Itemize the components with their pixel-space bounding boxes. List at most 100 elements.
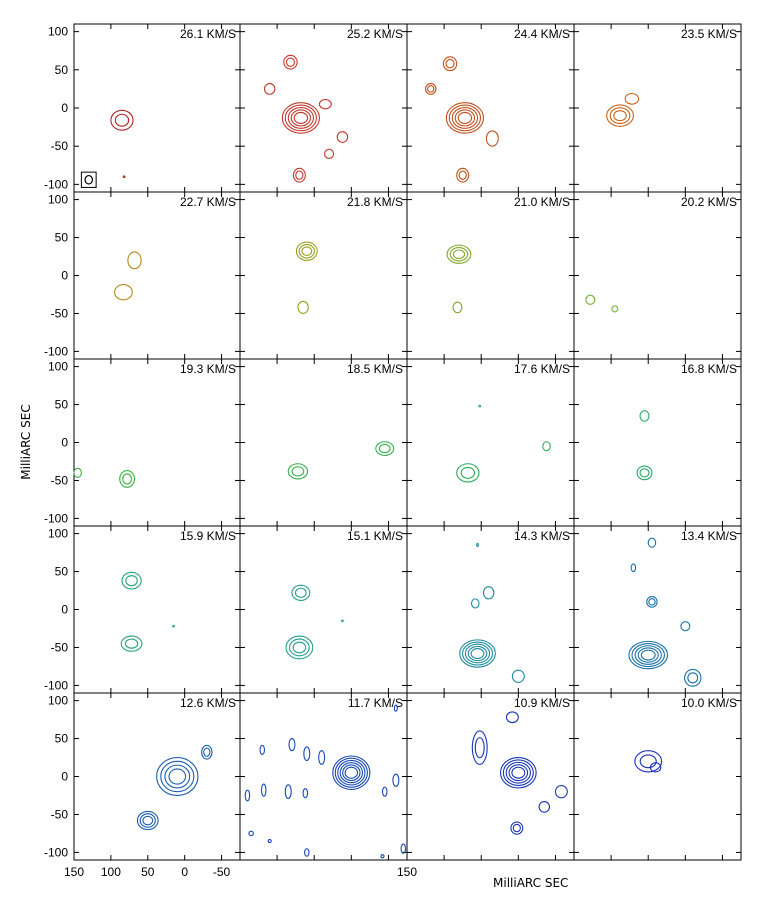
contour bbox=[293, 111, 309, 124]
x-tick-label: 50 bbox=[141, 865, 155, 879]
contour bbox=[284, 104, 317, 132]
contour bbox=[471, 598, 480, 609]
contour bbox=[114, 113, 130, 127]
contour bbox=[341, 619, 344, 623]
contour bbox=[295, 241, 318, 261]
velocity-label: 15.1 KM/S bbox=[347, 529, 403, 543]
y-tick-label: 0 bbox=[61, 603, 68, 617]
panel-frame bbox=[239, 525, 408, 694]
velocity-label: 18.5 KM/S bbox=[347, 362, 403, 376]
x-axis-label: MilliARC SEC bbox=[493, 876, 569, 890]
contour bbox=[344, 766, 359, 779]
contour bbox=[634, 645, 662, 665]
contour bbox=[298, 243, 315, 259]
contour bbox=[381, 786, 388, 797]
panel-frame bbox=[573, 358, 742, 527]
contour bbox=[110, 109, 134, 131]
velocity-label: 19.3 KM/S bbox=[180, 362, 236, 376]
y-tick-label: -100 bbox=[44, 344, 68, 358]
panel-frame bbox=[406, 525, 575, 694]
contour bbox=[639, 468, 650, 478]
contour bbox=[452, 301, 463, 314]
y-tick-label: -100 bbox=[44, 177, 68, 191]
contour bbox=[457, 111, 473, 124]
contour bbox=[302, 788, 309, 799]
y-tick-label: 100 bbox=[48, 25, 68, 39]
contour bbox=[119, 470, 136, 488]
panel-frame bbox=[73, 525, 241, 694]
contour bbox=[648, 598, 656, 606]
contour bbox=[122, 473, 133, 485]
velocity-label: 10.9 KM/S bbox=[514, 696, 570, 710]
contour bbox=[505, 761, 531, 784]
contour bbox=[456, 167, 470, 183]
velocity-label: 14.3 KM/S bbox=[514, 529, 570, 543]
panel-frame bbox=[573, 23, 742, 193]
contour bbox=[160, 760, 195, 793]
contour bbox=[334, 757, 368, 788]
contour bbox=[510, 821, 524, 835]
contour bbox=[248, 830, 254, 837]
contour bbox=[585, 294, 596, 305]
contour bbox=[454, 109, 476, 127]
y-axis-label: MilliARC SEC bbox=[19, 404, 33, 480]
contour bbox=[512, 823, 521, 833]
contour bbox=[687, 672, 699, 684]
velocity-label: 15.9 KM/S bbox=[180, 529, 236, 543]
contour bbox=[164, 764, 191, 789]
y-tick-label: -50 bbox=[51, 473, 69, 487]
contour bbox=[142, 815, 154, 826]
contour bbox=[393, 704, 398, 712]
velocity-label: 17.6 KM/S bbox=[514, 362, 570, 376]
contour bbox=[478, 404, 482, 408]
contour bbox=[647, 537, 657, 548]
x-tick-label: 100 bbox=[101, 865, 121, 879]
y-tick-label: -100 bbox=[44, 678, 68, 692]
contour bbox=[294, 587, 307, 598]
contour bbox=[260, 783, 267, 797]
panel-frame bbox=[406, 23, 575, 193]
contour bbox=[636, 465, 653, 481]
velocity-label: 20.2 KM/S bbox=[681, 195, 737, 209]
contour bbox=[631, 643, 665, 668]
contour bbox=[337, 759, 366, 786]
contour bbox=[324, 148, 335, 159]
velocity-label: 22.7 KM/S bbox=[180, 195, 236, 209]
contour bbox=[639, 410, 650, 422]
panel-frame bbox=[73, 358, 241, 527]
contour bbox=[392, 773, 400, 787]
contour bbox=[464, 643, 491, 664]
contour bbox=[606, 104, 634, 127]
contour bbox=[289, 638, 310, 657]
velocity-label: 21.0 KM/S bbox=[514, 195, 570, 209]
contour bbox=[542, 441, 551, 452]
contour bbox=[301, 246, 313, 257]
contour bbox=[292, 167, 306, 183]
contour bbox=[139, 813, 156, 828]
panel-frame bbox=[73, 23, 241, 193]
contour bbox=[284, 784, 292, 800]
x-tick-label: 150 bbox=[64, 865, 84, 879]
y-tick-label: -50 bbox=[51, 807, 69, 821]
contour bbox=[442, 56, 458, 72]
contour bbox=[459, 639, 496, 668]
panel-frame bbox=[573, 692, 742, 861]
contour bbox=[649, 762, 662, 773]
y-tick-label: 100 bbox=[48, 694, 68, 708]
velocity-label: 24.4 KM/S bbox=[514, 27, 570, 41]
y-tick-label: -100 bbox=[44, 511, 68, 525]
contour bbox=[448, 104, 482, 132]
panel-frame bbox=[573, 191, 742, 360]
contour bbox=[470, 648, 485, 659]
contour bbox=[427, 85, 435, 93]
contour bbox=[297, 300, 309, 315]
contour bbox=[634, 750, 663, 773]
contour bbox=[203, 747, 211, 757]
y-tick-label: 50 bbox=[55, 398, 69, 412]
contour bbox=[267, 838, 272, 844]
beam-box bbox=[80, 171, 97, 188]
x-tick-label: 0 bbox=[181, 865, 188, 879]
contour bbox=[502, 759, 534, 787]
contour bbox=[127, 251, 142, 270]
contour bbox=[400, 843, 407, 854]
